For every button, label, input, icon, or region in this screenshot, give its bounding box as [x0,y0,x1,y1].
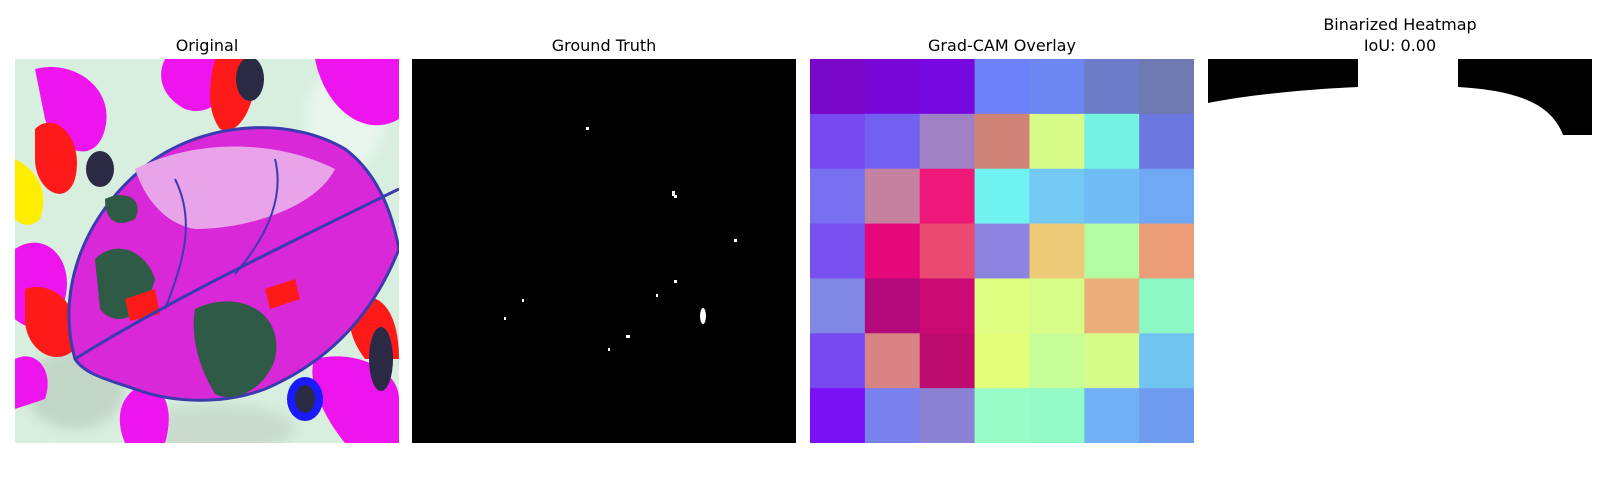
gradcam-cell [1029,223,1085,279]
gradcam-cell [864,223,921,279]
gradcam-cell [810,223,866,279]
gradcam-cell [864,278,921,334]
gradcam-cell [1029,113,1085,170]
panel-original: Original [15,0,399,500]
gradcam-cell [919,168,976,225]
gradcam-cell [1029,59,1085,115]
gradcam-cell [974,59,1030,115]
gradcam-cell [974,333,1030,389]
gradcam-cell [919,223,976,279]
gradcam-cell [810,388,866,443]
gradcam-cell [1084,223,1140,279]
gradcam-cell [919,113,976,170]
gradcam-cell [974,168,1030,225]
panel-title-binarized: Binarized Heatmap [1323,15,1477,34]
iou-label: IoU: 0.00 [1363,36,1437,55]
gradcam-cell [1139,113,1194,170]
gradcam-overlay [810,59,1194,443]
gradcam-cell [1029,333,1085,389]
gradcam-cell [1084,168,1140,225]
gradcam-cell [1029,388,1085,443]
gradcam-cell [810,113,866,170]
gradcam-cell [974,113,1030,170]
gradcam-cell [1139,388,1194,443]
gradcam-cell [1084,113,1140,170]
gradcam-cell [864,113,921,170]
gradcam-cell [1084,59,1140,115]
gradcam-cell [1029,278,1085,334]
gradcam-cell [810,59,866,115]
ground-truth-mask [412,59,796,443]
gradcam-cell [864,333,921,389]
gradcam-cell [974,278,1030,334]
gradcam-cell [810,333,866,389]
gradcam-cell [1084,388,1140,443]
gradcam-cell [919,59,976,115]
panel-title-ground-truth: Ground Truth [551,36,657,55]
gradcam-cell [810,278,866,334]
gradcam-cell [1139,333,1194,389]
gradcam-cell [974,223,1030,279]
panel-binarized-heatmap: Binarized Heatmap IoU: 0.00 [1208,0,1592,500]
gradcam-cell [1084,333,1140,389]
gradcam-cell [864,59,921,115]
gradcam-cell [1139,223,1194,279]
original-leaf-image [15,59,399,443]
gradcam-cell [974,388,1030,443]
gradcam-cell [1029,168,1085,225]
gradcam-cell [919,278,976,334]
panel-ground-truth: Ground Truth [412,0,796,500]
gradcam-cell [919,388,976,443]
gradcam-cell [810,168,866,225]
panel-title-gradcam: Grad-CAM Overlay [928,36,1076,55]
gradcam-cell [864,388,921,443]
binarized-heatmap [1208,59,1592,443]
gradcam-cell [919,333,976,389]
gradcam-cell [1139,278,1194,334]
gradcam-cell [1084,278,1140,334]
panel-gradcam-overlay: Grad-CAM Overlay [810,0,1194,500]
gradcam-cell [1139,168,1194,225]
panel-title-original: Original [175,36,239,55]
gradcam-cell [864,168,921,225]
gradcam-cell [1139,59,1194,115]
